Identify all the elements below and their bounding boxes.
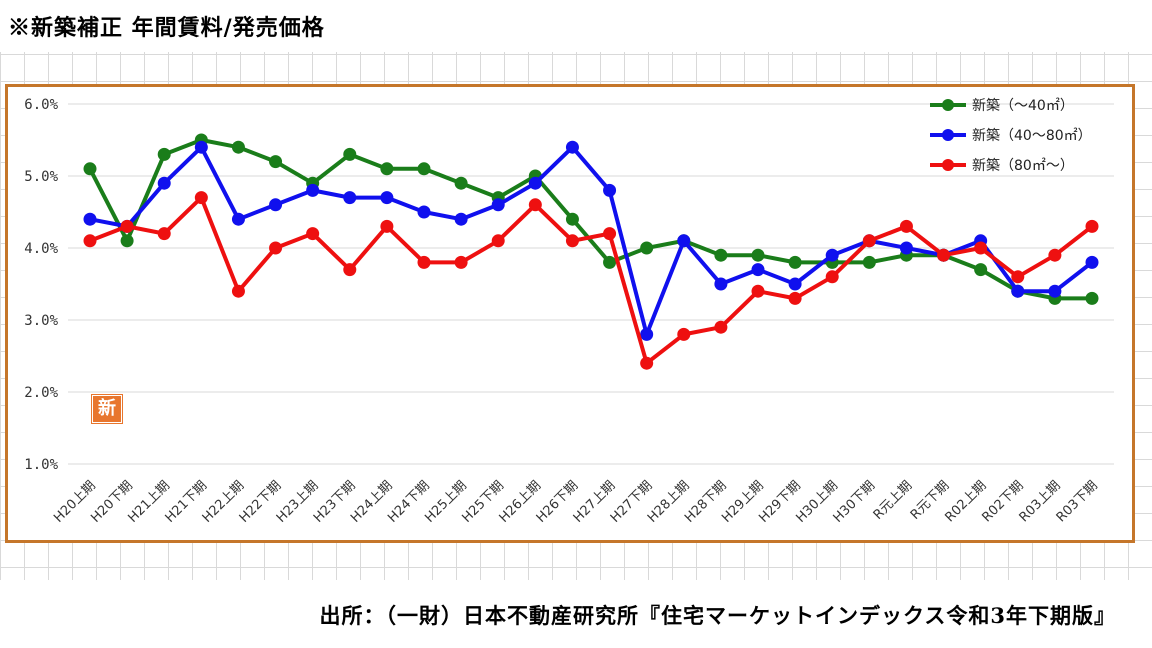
data-point <box>974 241 988 255</box>
x-tick-label: H30下期 <box>831 478 879 526</box>
page-title: ※新築補正 年間賃料/発売価格 <box>8 15 325 41</box>
data-point <box>528 176 542 190</box>
data-point <box>343 191 357 205</box>
data-point <box>306 227 320 241</box>
data-point <box>120 219 134 233</box>
series-line <box>89 145 1094 337</box>
data-point <box>120 234 134 248</box>
data-point <box>343 263 357 277</box>
legend-label: 新築（80㎡～） <box>972 158 1074 174</box>
data-point <box>454 255 468 269</box>
data-point <box>454 212 468 226</box>
data-point <box>83 162 97 176</box>
y-tick-label: 5.0% <box>24 169 58 185</box>
series-line <box>89 195 1094 366</box>
legend-label: 新築（40～80㎡） <box>972 128 1092 144</box>
legend-swatch-marker <box>942 99 954 111</box>
data-point <box>565 212 579 226</box>
data-point <box>603 183 617 197</box>
data-point <box>1048 248 1062 262</box>
data-point <box>231 284 245 298</box>
data-point <box>640 241 654 255</box>
data-point <box>899 241 913 255</box>
new-stamp-icon: 新 <box>92 395 122 423</box>
y-tick-label: 2.0% <box>24 385 58 401</box>
data-point <box>751 263 765 277</box>
data-point <box>714 277 728 291</box>
line-chart: 1.0%2.0%3.0%4.0%5.0%6.0%H20上期H20下期H21上期H… <box>24 97 1114 526</box>
y-tick-label: 6.0% <box>24 97 58 113</box>
x-tick-label: R03下期 <box>1054 478 1101 525</box>
data-point <box>677 234 691 248</box>
data-point <box>417 205 431 219</box>
data-point <box>862 234 876 248</box>
data-point <box>491 234 505 248</box>
data-point <box>565 234 579 248</box>
data-point <box>269 155 283 169</box>
data-point <box>83 212 97 226</box>
y-tick-label: 3.0% <box>24 313 58 329</box>
data-point <box>157 227 171 241</box>
footer-area <box>0 580 1152 648</box>
legend-swatch-marker <box>942 159 954 171</box>
data-point <box>677 327 691 341</box>
y-tick-label: 1.0% <box>24 457 58 473</box>
data-point <box>751 248 765 262</box>
data-point <box>231 212 245 226</box>
data-point <box>825 248 839 262</box>
data-point <box>491 198 505 212</box>
data-point <box>640 327 654 341</box>
data-point <box>417 255 431 269</box>
data-point <box>83 234 97 248</box>
data-point <box>974 263 988 277</box>
data-point <box>528 198 542 212</box>
data-point <box>788 277 802 291</box>
data-point <box>380 191 394 205</box>
data-point <box>714 248 728 262</box>
data-point <box>603 227 617 241</box>
chart-frame: 1.0% 2.0% 3.0% 4.0% 5.0% 6.0% H20上期 H20下期 H21上期 H… <box>5 84 1135 543</box>
data-point <box>751 284 765 298</box>
source-citation: 出所：（一財）日本不動産研究所『住宅マーケットインデックス令和3年下期版』 <box>319 603 1116 628</box>
data-point <box>1011 284 1025 298</box>
data-point <box>1085 219 1099 233</box>
legend-label: 新築（～40㎡） <box>972 98 1074 114</box>
data-point <box>231 140 245 154</box>
data-point <box>862 255 876 269</box>
data-point <box>899 219 913 233</box>
data-point <box>937 248 951 262</box>
data-point <box>269 198 283 212</box>
data-point <box>1085 291 1099 305</box>
data-point <box>194 191 208 205</box>
data-point <box>157 176 171 190</box>
data-point <box>1048 284 1062 298</box>
data-point <box>788 291 802 305</box>
data-point <box>343 147 357 161</box>
data-point <box>380 219 394 233</box>
data-point <box>640 356 654 370</box>
data-point <box>825 270 839 284</box>
data-point <box>194 140 208 154</box>
data-point <box>788 255 802 269</box>
data-point <box>714 320 728 334</box>
data-point <box>1085 255 1099 269</box>
header-area <box>0 0 1152 52</box>
data-point <box>565 140 579 154</box>
data-point <box>1011 270 1025 284</box>
data-point <box>454 176 468 190</box>
series-line <box>88 138 1092 301</box>
data-point <box>603 255 617 269</box>
data-point <box>380 162 394 176</box>
x-tick-label: R元上期 <box>871 478 916 523</box>
legend-swatch-marker <box>942 129 954 141</box>
data-point <box>306 183 320 197</box>
data-point <box>269 241 283 255</box>
data-point <box>417 162 431 176</box>
data-point <box>157 147 171 161</box>
y-tick-label: 4.0% <box>24 241 58 257</box>
